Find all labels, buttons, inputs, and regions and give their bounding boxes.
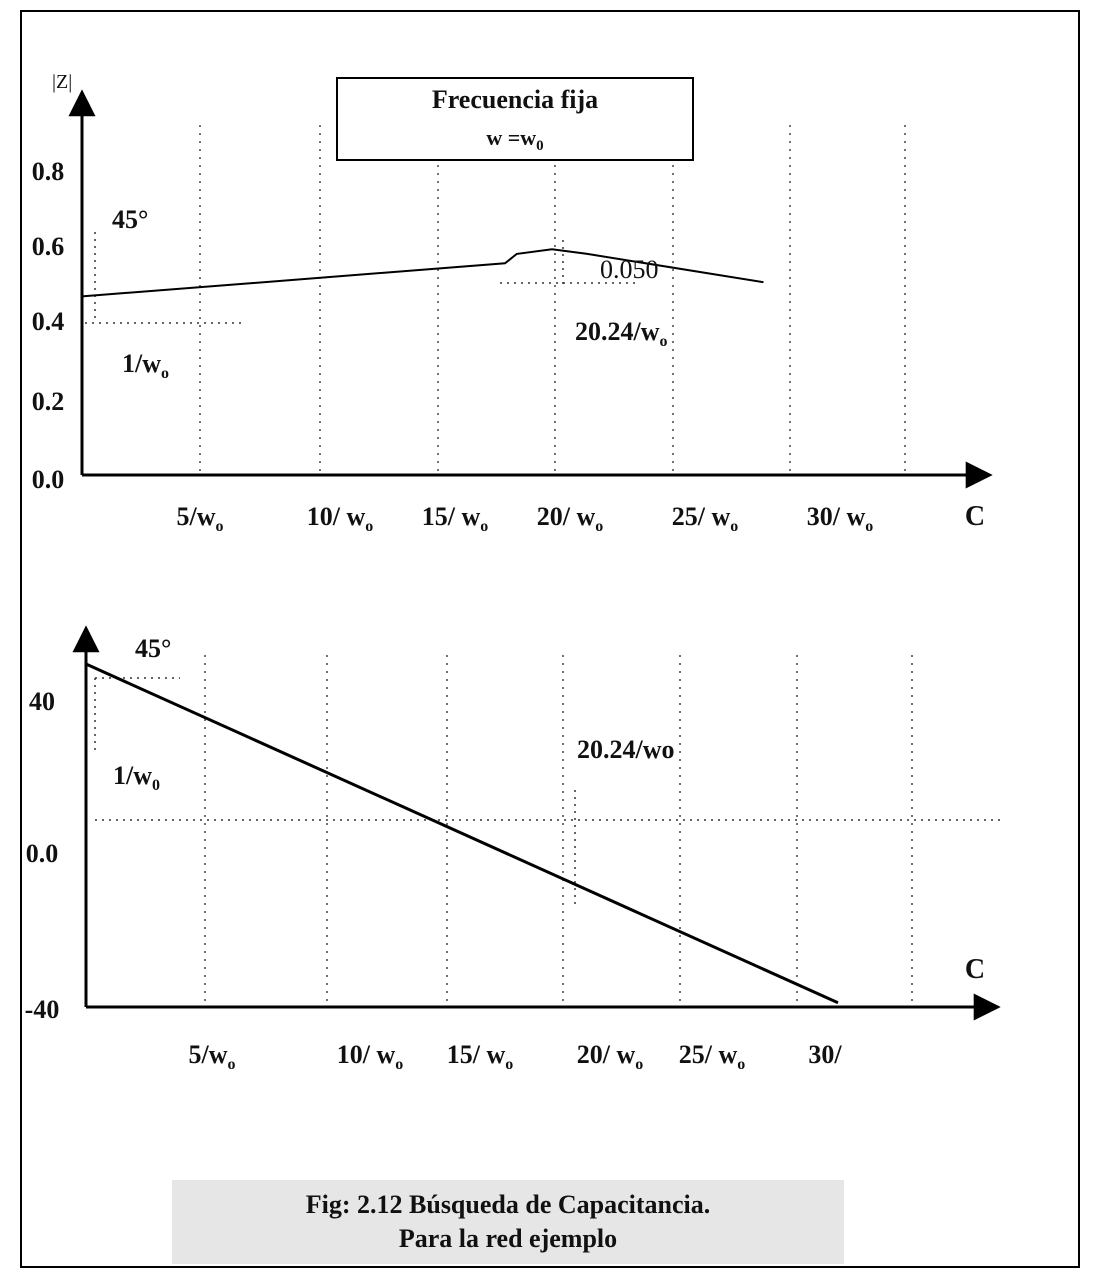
- chart-2-y-ticks: 40 0.0 -40: [25, 687, 60, 1024]
- chart-2-x-tick-label: 15/ wo: [447, 1040, 514, 1073]
- chart-2-annotation-1-over-w0: 1/w0: [113, 761, 160, 794]
- chart-1-x-tick-label: 10/ wo: [307, 502, 374, 535]
- chart-1-y-tick-label: 0.6: [32, 232, 65, 261]
- chart-2-y-tick-label: 40: [29, 687, 55, 716]
- chart-1-subtitle: w =w0: [486, 125, 543, 154]
- chart-2-x-tick-label: 5/wo: [189, 1040, 236, 1073]
- chart-1-annotation-20-24: 20.24/wo: [575, 317, 668, 350]
- chart-2-series-line: [85, 662, 839, 1005]
- chart-2-annotation-20-24: 20.24/wo: [577, 735, 675, 764]
- caption-line-1: Fig: 2.12 Búsqueda de Capacitancia.: [305, 1190, 711, 1219]
- chart-1-x-tick-label: 25/ wo: [672, 502, 739, 535]
- chart-1-x-tick-label: 15/ wo: [422, 502, 489, 535]
- chart-1-gridlines: [199, 125, 906, 475]
- chart-2-annotation-45: 45°: [135, 634, 171, 663]
- chart-2-gridlines: [204, 655, 913, 1007]
- chart-1-title: Frecuencia fija: [432, 85, 598, 114]
- chart-1-y-ticks: 0.8 0.6 0.4 0.2 0.0: [32, 157, 65, 494]
- chart-1-y-tick-label: 0.2: [32, 387, 65, 416]
- chart-1-y-tick-label: 0.8: [32, 157, 65, 186]
- chart-1: |Z| Frecuencia fija w =w0 0.80.60.40.20.…: [32, 71, 993, 535]
- chart-1-x-label: C: [965, 501, 985, 532]
- chart-2-x-tick-label: 10/ wo: [337, 1040, 404, 1073]
- chart-2-x-tick-label: 25/ wo: [679, 1040, 746, 1073]
- chart-1-annotation-45: 45°: [112, 205, 148, 234]
- chart-1-y-label: |Z|: [52, 71, 72, 93]
- figure-frame: [20, 10, 1080, 1268]
- chart-1-x-tick-label: 20/ wo: [537, 502, 604, 535]
- chart-1-y-tick-label: 0.0: [32, 465, 65, 494]
- caption-line-2: Para la red ejemplo: [398, 1224, 618, 1253]
- chart-2: 40 0.0 -40 5/wo 10/ wo 15/ wo 20/ wo 25/ wo 30/…: [25, 625, 1001, 1073]
- chart-1-title-box: [336, 77, 694, 161]
- chart-1-x-tick-label: 30/ wo: [807, 502, 874, 535]
- chart-1-series-line: [81, 248, 764, 298]
- chart-2-x-tick-label: 30/: [808, 1040, 842, 1069]
- chart-1-annotation-1-over-wo: 1/wo: [122, 349, 169, 382]
- chart-1-annotation-0050: 0.050: [600, 255, 659, 284]
- chart-2-x-label: C: [965, 954, 985, 985]
- chart-1-y-tick-label: 0.4: [32, 307, 65, 336]
- chart-2-y-tick-label: -40: [25, 995, 60, 1024]
- chart-2-y-tick-label: 0.0: [26, 839, 59, 868]
- chart-2-x-tick-label: 20/ wo: [577, 1040, 644, 1073]
- chart-1-x-tick-label: 5/wo: [177, 502, 224, 535]
- chart-1-x-ticks: 5/wo 10/ wo 15/ wo 20/ wo 25/ wo 30/ wo: [177, 502, 874, 535]
- figure-caption: Fig: 2.12 Búsqueda de Capacitancia. Para…: [172, 1180, 844, 1264]
- chart-2-x-ticks: 5/wo 10/ wo 15/ wo 20/ wo 25/ wo 30/: [189, 1040, 843, 1073]
